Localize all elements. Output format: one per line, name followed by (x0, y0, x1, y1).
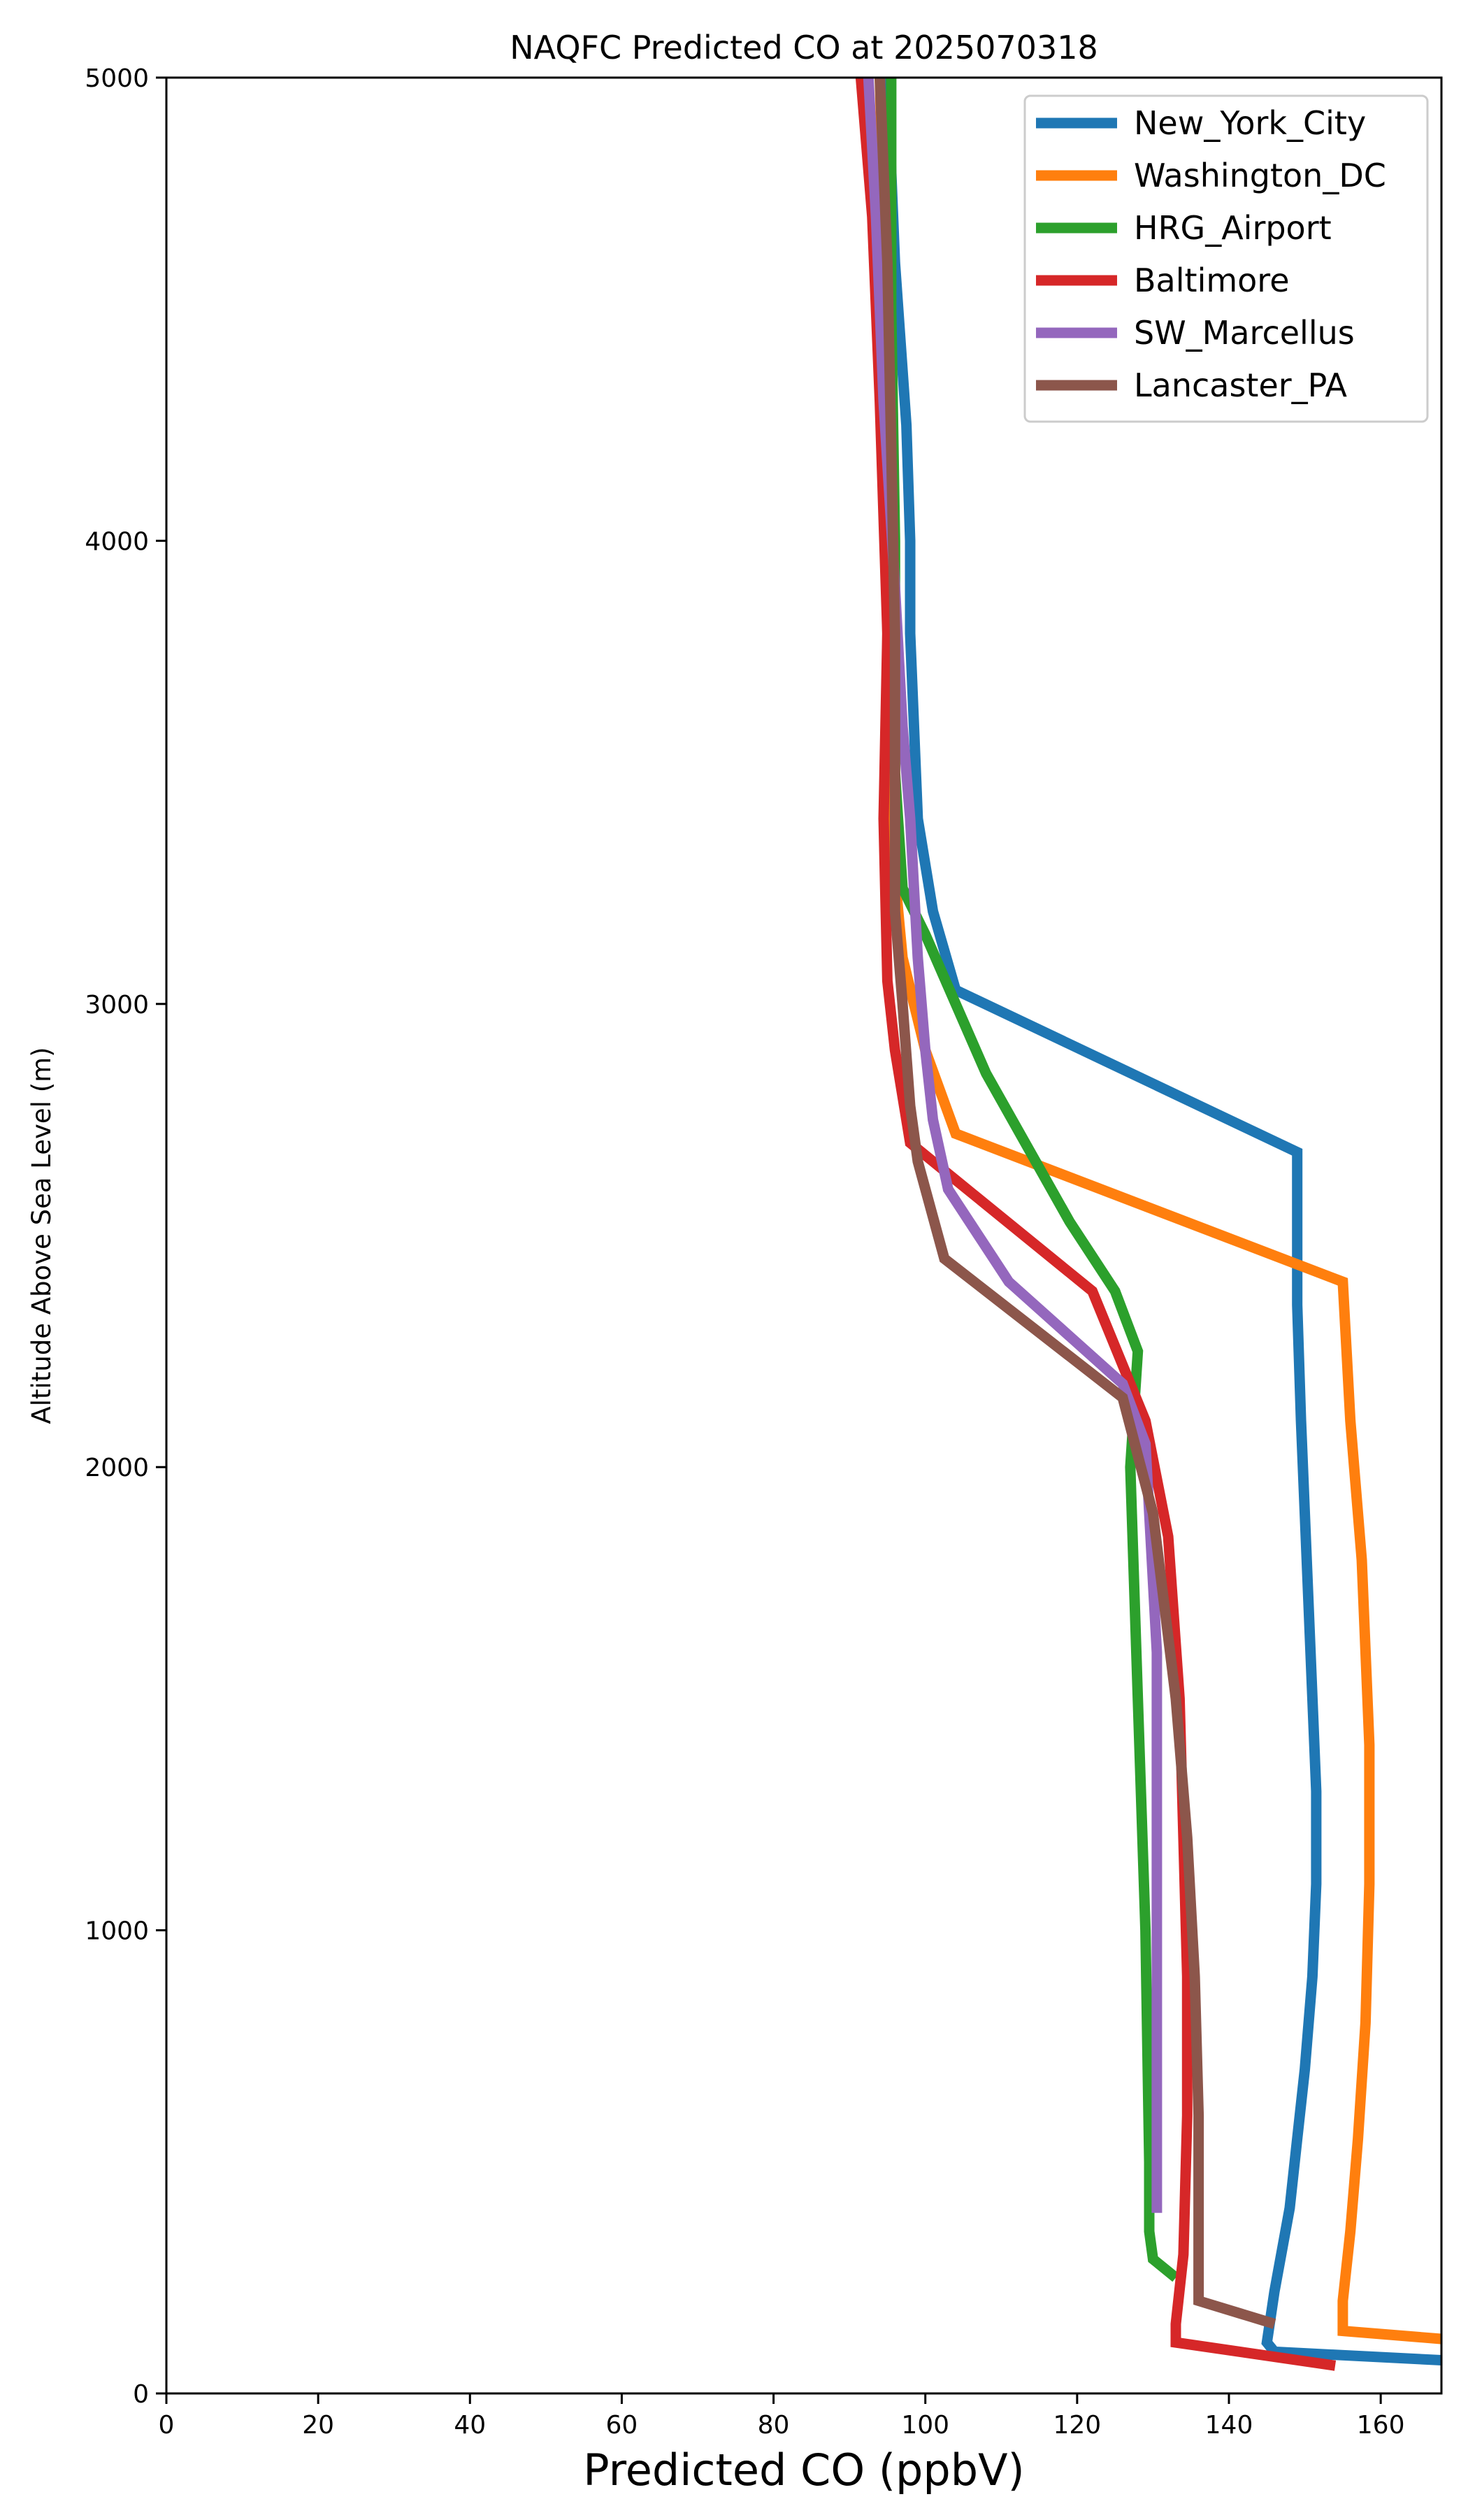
data-layer (855, 78, 1441, 2371)
x-tick-label: 160 (1357, 2411, 1405, 2440)
legend-label: SW_Marcellus (1134, 314, 1355, 352)
legend: New_York_City Washington_DC HRG_Airport Bal… (1023, 94, 1429, 423)
legend-item: HRG_Airport (1036, 209, 1332, 247)
legend-label: Baltimore (1134, 262, 1290, 299)
series-line-lancaster-pa (875, 78, 1276, 2329)
legend-label: Lancaster_PA (1134, 366, 1347, 404)
y-tick-label: 0 (133, 2380, 149, 2409)
legend-label: HRG_Airport (1134, 209, 1332, 247)
legend-box (1023, 94, 1429, 423)
x-tick-label: 60 (606, 2411, 638, 2440)
legend-label: New_York_City (1134, 104, 1366, 142)
x-tick-label: 140 (1205, 2411, 1253, 2440)
x-tick-label: 100 (901, 2411, 949, 2440)
y-tick-label: 3000 (85, 991, 149, 1019)
chart-title: NAQFC Predicted CO at 2025070318 (510, 29, 1098, 66)
x-tick-label: 40 (454, 2411, 486, 2440)
y-tick-label: 4000 (85, 527, 149, 556)
y-tick-label: 2000 (85, 1454, 149, 1482)
y-tick-label: 5000 (85, 64, 149, 93)
legend-label: Washington_DC (1134, 157, 1386, 194)
series-line-baltimore (855, 78, 1337, 2371)
plot-frame (165, 76, 1443, 2395)
x-tick-label: 80 (758, 2411, 790, 2440)
x-tick-label: 0 (159, 2411, 175, 2440)
legend-item: Washington_DC (1036, 157, 1386, 194)
legend-item: SW_Marcellus (1036, 314, 1355, 352)
x-tick-label: 20 (302, 2411, 334, 2440)
series-line-new-york-city (881, 78, 1441, 2366)
x-axis-label: Predicted CO (ppbV) (583, 2444, 1024, 2496)
x-tick-label: 120 (1053, 2411, 1101, 2440)
y-tick-label: 1000 (85, 1917, 149, 1946)
axis-layer: 0 20 40 60 80 100 120 140 160 0 1000 2000 3000 4000 50… (85, 64, 1404, 2440)
legend-item: Baltimore (1036, 262, 1290, 299)
legend-item: New_York_City (1036, 104, 1366, 142)
legend-item: Lancaster_PA (1036, 366, 1347, 404)
y-axis-label: Altitude Above Sea Level (m) (27, 1047, 57, 1424)
